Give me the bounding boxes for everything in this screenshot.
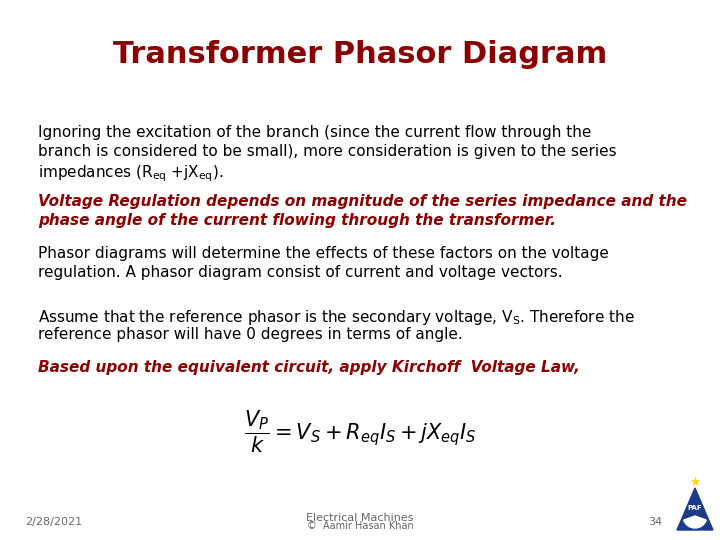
- Text: Phasor diagrams will determine the effects of these factors on the voltage: Phasor diagrams will determine the effec…: [38, 246, 609, 261]
- Text: Assume that the reference phasor is the secondary voltage, V$_{\mathregular{S}}$: Assume that the reference phasor is the …: [38, 308, 634, 327]
- Text: branch is considered to be small), more consideration is given to the series: branch is considered to be small), more …: [38, 144, 616, 159]
- Text: Transformer Phasor Diagram: Transformer Phasor Diagram: [113, 40, 607, 69]
- Text: Ignoring the excitation of the branch (since the current flow through the: Ignoring the excitation of the branch (s…: [38, 125, 591, 140]
- Text: 34: 34: [648, 517, 662, 527]
- Text: ★: ★: [689, 476, 701, 489]
- Text: ©  Aamir Hasan Khan: © Aamir Hasan Khan: [307, 521, 413, 531]
- Polygon shape: [677, 488, 713, 530]
- Text: $\dfrac{V_P}{k} = V_S + R_{eq}I_S + jX_{eq}I_S$: $\dfrac{V_P}{k} = V_S + R_{eq}I_S + jX_{…: [243, 409, 477, 455]
- Text: Electrical Machines: Electrical Machines: [306, 513, 414, 523]
- Text: 2/28/2021: 2/28/2021: [25, 517, 82, 527]
- Text: impedances (R$_{\mathregular{eq}}$ +jX$_{\mathregular{eq}}$).: impedances (R$_{\mathregular{eq}}$ +jX$_…: [38, 163, 223, 184]
- Text: Voltage Regulation depends on magnitude of the series impedance and the: Voltage Regulation depends on magnitude …: [38, 194, 687, 209]
- Wedge shape: [684, 516, 706, 528]
- Text: PAF: PAF: [688, 505, 702, 511]
- Text: phase angle of the current flowing through the transformer.: phase angle of the current flowing throu…: [38, 213, 556, 228]
- Text: regulation. A phasor diagram consist of current and voltage vectors.: regulation. A phasor diagram consist of …: [38, 265, 562, 280]
- Text: Based upon the equivalent circuit, apply Kirchoff  Voltage Law,: Based upon the equivalent circuit, apply…: [38, 360, 580, 375]
- Text: KIET: KIET: [687, 519, 703, 524]
- Text: reference phasor will have 0 degrees in terms of angle.: reference phasor will have 0 degrees in …: [38, 327, 463, 342]
